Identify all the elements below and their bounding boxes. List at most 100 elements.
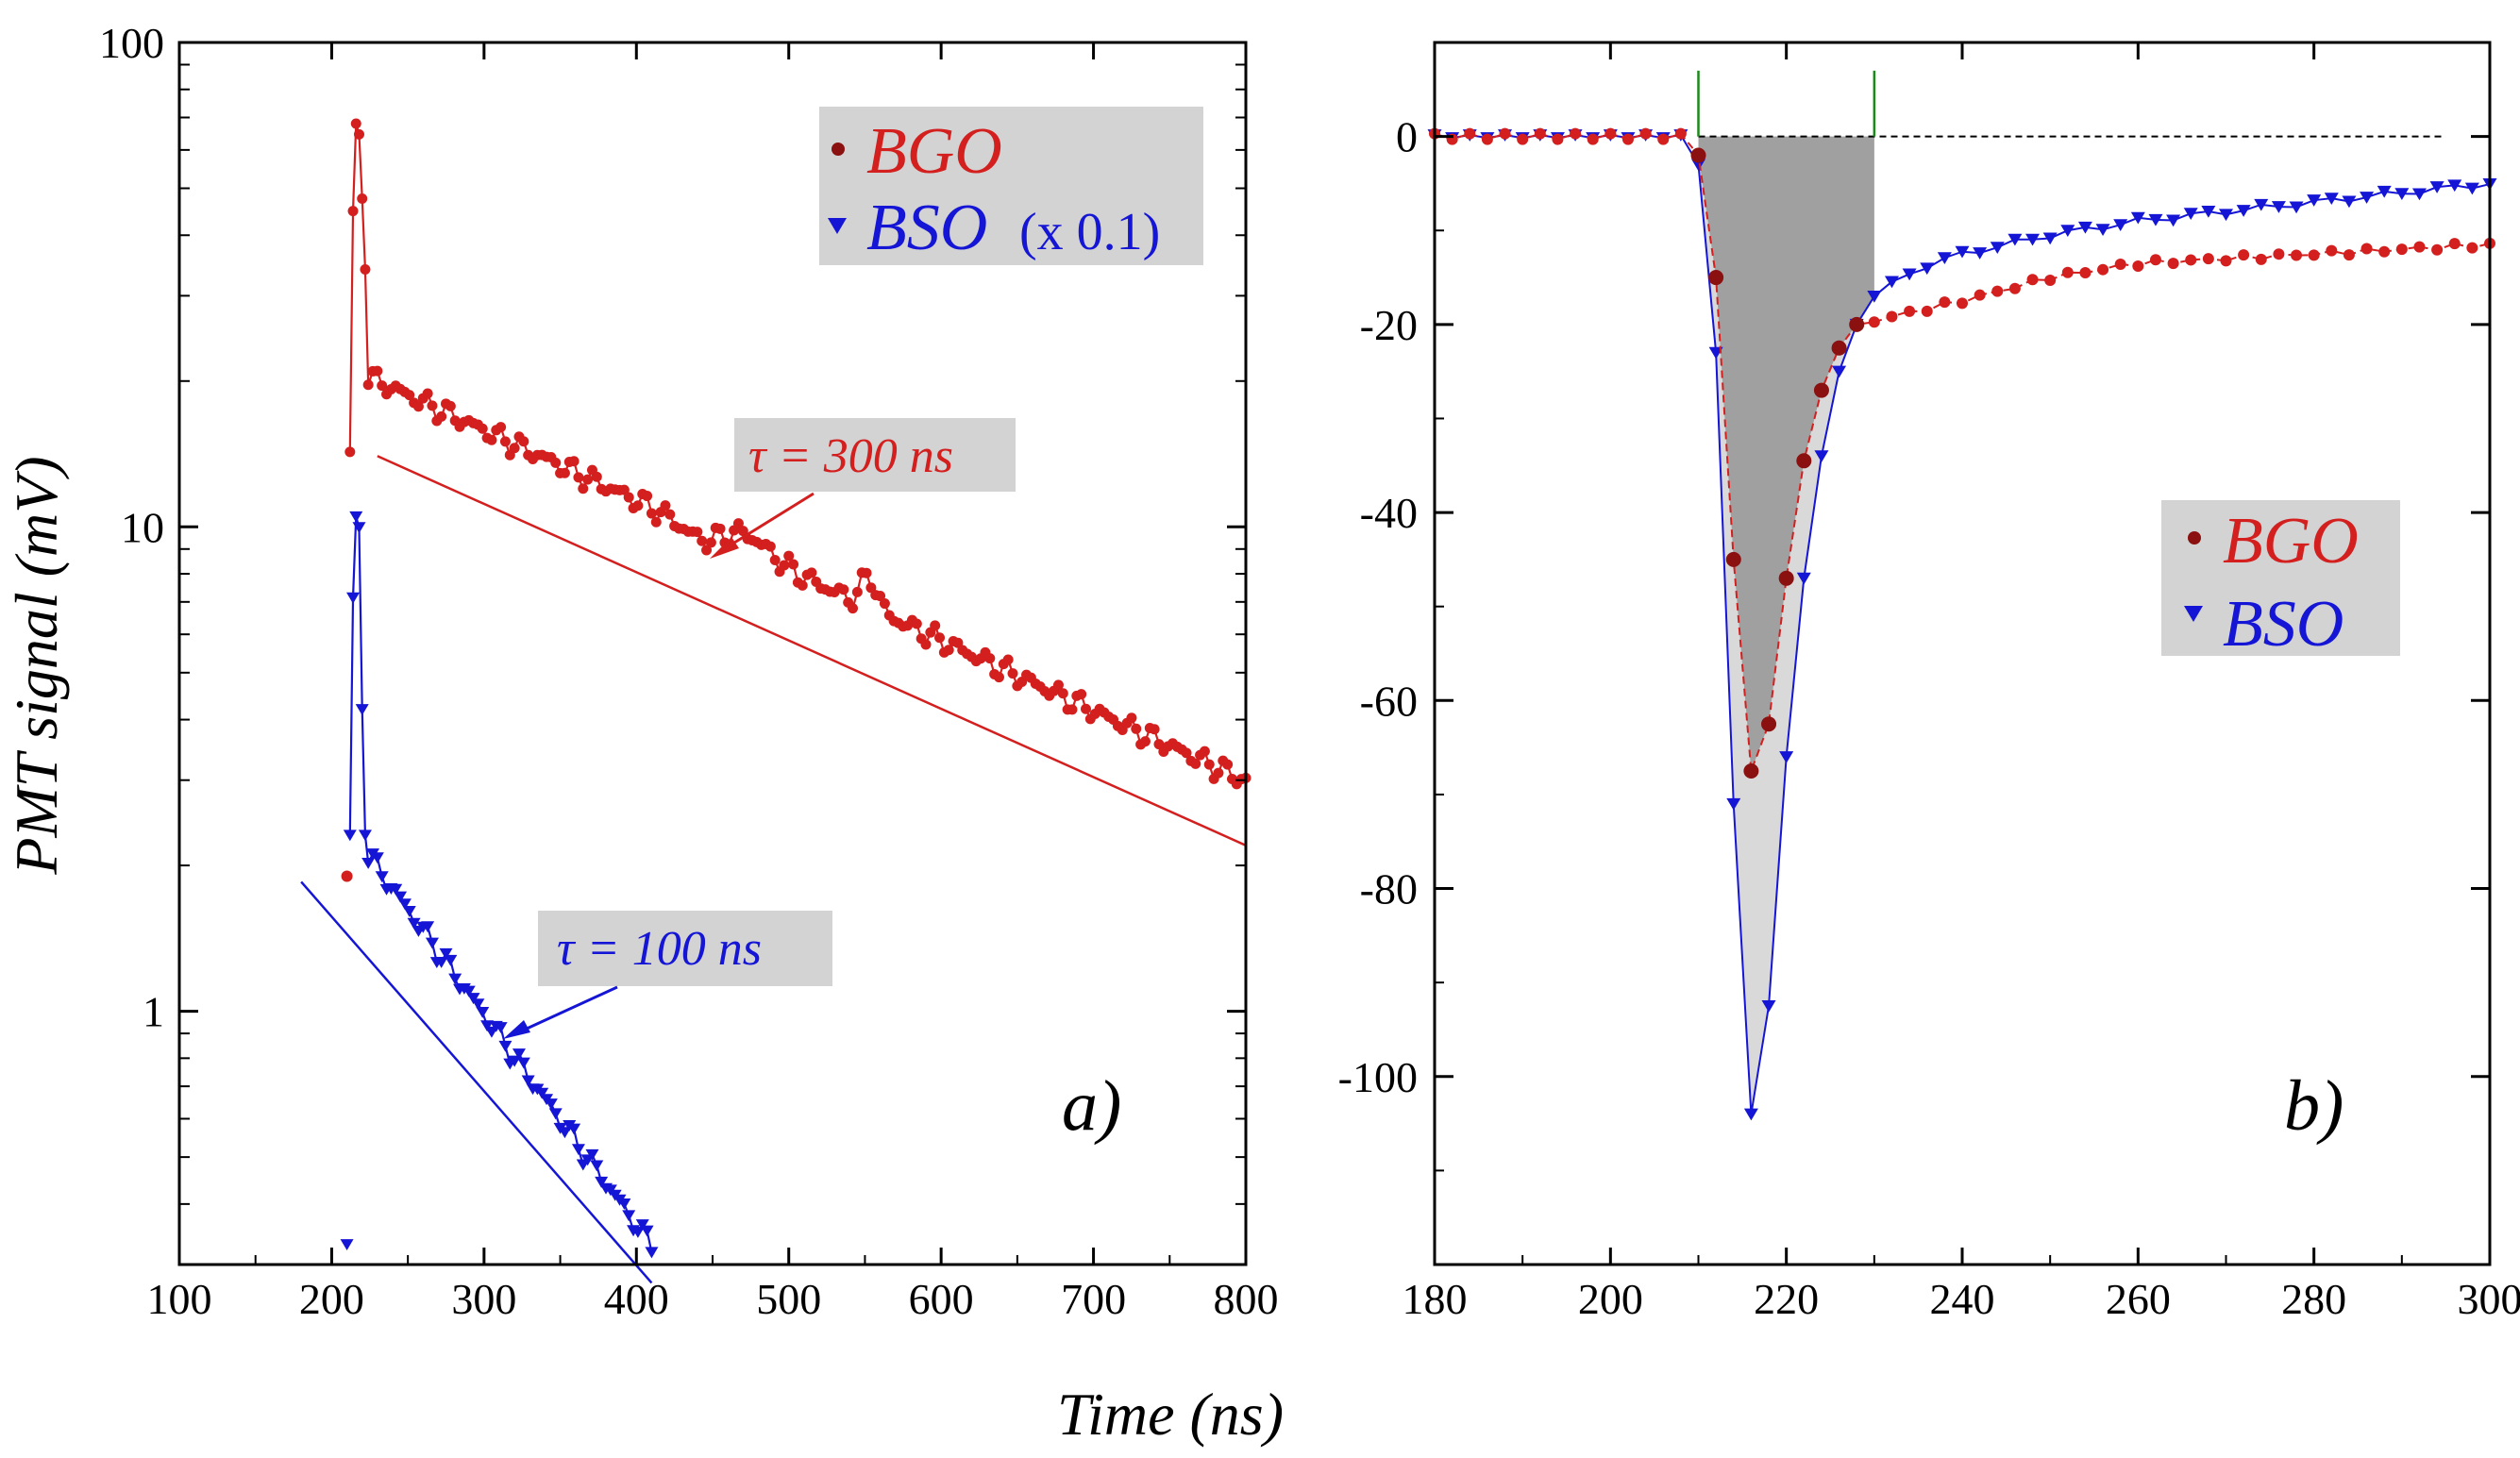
bgo-data-point	[1190, 758, 1201, 769]
x-tick-label-a: 100	[147, 1275, 212, 1323]
bso-data-point	[340, 1239, 354, 1251]
bgo-data-point	[934, 632, 946, 644]
x-tick-label-a: 400	[604, 1275, 669, 1323]
x-tick-label-b: 240	[1930, 1275, 1995, 1323]
bgo-data-point	[646, 508, 657, 519]
bso-data-point	[466, 993, 480, 1005]
bgo-data-point	[705, 537, 716, 548]
bgo-data-point	[779, 560, 790, 571]
bso-data-point	[343, 830, 357, 842]
bso-data-point-b	[1743, 1108, 1758, 1121]
bgo-data-point-b	[2149, 254, 2161, 266]
bgo-data-point	[984, 653, 996, 664]
y-tick-label-a: 1	[143, 988, 164, 1036]
bgo-data-point	[1057, 688, 1068, 699]
bso-data-point-b	[1955, 245, 1970, 259]
bgo-data-point	[499, 436, 511, 447]
legend-label-bso-b: BSO	[2223, 588, 2344, 661]
bgo-data-point	[341, 870, 353, 882]
bso-data-point-b	[2307, 194, 2322, 207]
bso-data-point-b	[2360, 192, 2375, 204]
bgo-data-point-b	[2008, 282, 2021, 294]
bgo-data-point	[1131, 723, 1142, 734]
bgo-data-point	[372, 365, 383, 377]
bso-data-point-b	[1902, 268, 1917, 281]
bso-data-point	[439, 947, 453, 960]
bgo-data-point	[692, 527, 703, 538]
y-tick-label-b: 0	[1396, 113, 1418, 161]
bgo-data-point	[1199, 746, 1210, 757]
bgo-data-point-b	[1587, 133, 1599, 145]
bgo-data-point	[496, 422, 507, 433]
x-tick-label-b: 280	[2281, 1275, 2346, 1323]
bgo-data-point	[362, 379, 374, 391]
y-tick-label-b: -100	[1338, 1053, 1418, 1101]
x-tick-label-b: 260	[2106, 1275, 2171, 1323]
y-tick-label-b: -80	[1360, 865, 1418, 913]
bgo-data-point-b	[1904, 305, 1916, 317]
bgo-data-point	[350, 118, 361, 129]
bgo-data-point	[357, 193, 368, 204]
y-tick-label-b: -60	[1360, 677, 1418, 725]
bgo-data-point-b	[1849, 316, 1865, 332]
bgo-series-line-b	[1434, 132, 2491, 772]
bgo-data-point	[559, 467, 570, 478]
bgo-data-point	[618, 484, 630, 495]
bgo-data-point	[568, 456, 580, 467]
bgo-data-point	[353, 128, 364, 140]
legend-label-bgo-b: BGO	[2223, 505, 2359, 578]
bgo-data-point	[861, 567, 872, 578]
bso-data-point	[421, 921, 435, 933]
bso-data-point-b	[2130, 211, 2145, 225]
bso-data-point-b	[2201, 206, 2216, 218]
bso-data-point-b	[2008, 233, 2023, 246]
bgo-data-point-b	[1552, 133, 1564, 145]
bgo-data-point	[701, 545, 713, 556]
bgo-data-point	[851, 586, 863, 597]
bso-data-point	[567, 1123, 581, 1135]
bgo-data-point-b	[1886, 310, 1898, 323]
bso-data-point	[630, 1226, 645, 1238]
bso-data-point	[349, 511, 363, 523]
x-tick-label-b: 180	[1403, 1275, 1468, 1323]
legend-marker-bgo	[832, 142, 845, 156]
bso-data-point-b	[2411, 188, 2427, 201]
bgo-data-point-b	[2079, 267, 2092, 279]
bgo-data-point-b	[1604, 127, 1617, 140]
bgo-data-point	[664, 509, 676, 520]
x-tick-label-a: 300	[451, 1275, 516, 1323]
bso-data-point	[558, 1127, 572, 1139]
bgo-data-point	[1213, 767, 1224, 779]
bgo-data-point-b	[2466, 242, 2478, 254]
bgo-data-point-b	[1761, 716, 1777, 732]
bso-data-point	[394, 891, 408, 903]
bgo-data-point-b	[1517, 133, 1529, 145]
bso-data-point	[352, 522, 366, 534]
annotation-tau-bso: τ = 100 ns	[557, 922, 762, 976]
annotation-tau-bgo: τ = 300 ns	[748, 429, 953, 483]
bso-data-point-b	[2113, 219, 2128, 231]
bgo-data-point	[769, 555, 781, 566]
bgo-data-point	[1222, 759, 1234, 770]
bgo-data-point	[632, 500, 644, 511]
bgo-data-point	[865, 582, 877, 594]
bgo-data-point	[518, 436, 529, 447]
bgo-data-point-b	[2026, 274, 2039, 286]
bso-data-point-b	[1884, 276, 1899, 289]
bgo-data-point-b	[1481, 133, 1493, 145]
bgo-data-point-b	[1813, 382, 1829, 398]
bgo-data-point	[838, 584, 849, 595]
bgo-data-point	[422, 388, 433, 399]
x-tick-label-b: 300	[2458, 1275, 2520, 1323]
bgo-data-point-b	[1778, 570, 1794, 586]
bso-data-point	[571, 1144, 585, 1156]
bso-data-point-b	[2289, 201, 2304, 214]
bgo-data-point	[875, 591, 886, 602]
bgo-data-point-b	[2185, 254, 2197, 266]
x-axis-title: Time (ns)	[1057, 1381, 1284, 1448]
bgo-data-point	[797, 579, 808, 591]
bso-data-point-b	[2447, 179, 2462, 193]
legend-box-b	[2161, 500, 2400, 656]
bso-data-point	[346, 592, 361, 604]
bgo-data-point-b	[2413, 241, 2426, 253]
